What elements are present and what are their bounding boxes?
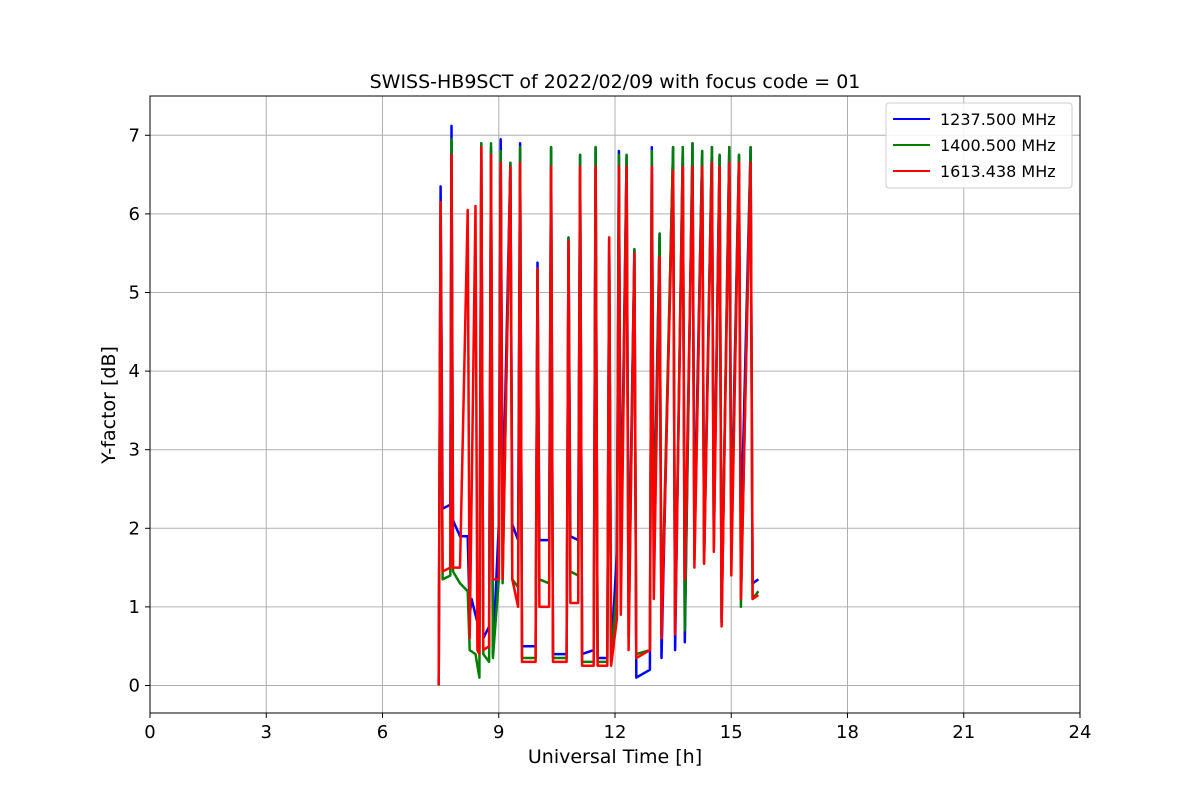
x-tick-label: 24 — [1069, 722, 1092, 743]
y-axis-label: Y-factor [dB] — [98, 346, 120, 465]
y-tick-label: 7 — [129, 125, 140, 146]
legend-label-1: 1237.500 MHz — [940, 110, 1056, 129]
x-tick-label: 18 — [836, 722, 859, 743]
x-tick-label: 3 — [261, 722, 272, 743]
chart-title: SWISS-HB9SCT of 2022/02/09 with focus co… — [370, 71, 861, 93]
y-tick-label: 6 — [129, 204, 140, 225]
y-tick-label: 2 — [129, 518, 140, 539]
x-tick-label: 12 — [604, 722, 627, 743]
x-tick-label: 15 — [720, 722, 743, 743]
x-tick-label: 21 — [952, 722, 975, 743]
x-tick-label: 9 — [493, 722, 504, 743]
series-line-3 — [437, 145, 760, 686]
x-axis-label: Universal Time [h] — [528, 746, 702, 768]
legend: 1237.500 MHz 1400.500 MHz 1613.438 MHz — [885, 102, 1073, 189]
y-tick-label: 4 — [129, 361, 140, 382]
y-tick-label: 1 — [129, 597, 140, 618]
x-tick-label: 6 — [377, 722, 388, 743]
y-tick-label: 3 — [129, 440, 140, 461]
legend-box — [885, 102, 1073, 189]
legend-label-3: 1613.438 MHz — [940, 162, 1056, 181]
y-tick-label: 0 — [129, 675, 140, 696]
y-tick-label: 5 — [129, 282, 140, 303]
plot-frame — [149, 95, 1081, 714]
legend-label-2: 1400.500 MHz — [940, 136, 1056, 155]
x-tick-label: 0 — [144, 722, 155, 743]
